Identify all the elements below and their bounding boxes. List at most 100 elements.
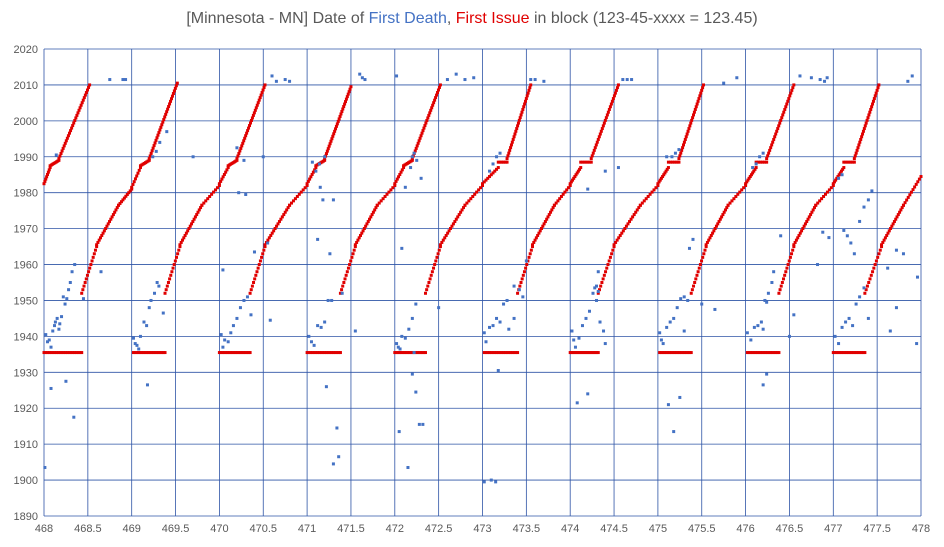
first-issue-point: [229, 351, 233, 355]
first-death-point: [491, 324, 495, 328]
first-issue-point: [241, 141, 245, 145]
first-issue-point: [512, 351, 516, 355]
first-issue-point: [919, 175, 923, 179]
first-issue-point: [125, 192, 129, 196]
first-issue-point: [881, 240, 885, 244]
chart-title-part2: in block (123-45-xxxx = 123.45): [529, 10, 758, 27]
first-issue-point: [353, 245, 357, 249]
first-issue-point: [243, 351, 247, 355]
first-issue-point: [246, 351, 250, 355]
first-issue-point: [276, 222, 280, 226]
first-issue-point: [200, 203, 204, 207]
first-issue-point: [528, 86, 532, 90]
first-death-point: [512, 316, 516, 320]
first-issue-point: [853, 351, 857, 355]
first-issue-point: [678, 351, 682, 355]
x-tick-label: 468.5: [74, 523, 102, 535]
first-issue-point: [420, 351, 424, 355]
first-issue-point: [702, 252, 706, 256]
first-issue-point: [136, 351, 140, 355]
first-issue-point: [131, 351, 135, 355]
first-death-point: [238, 306, 242, 310]
first-death-point: [575, 401, 579, 405]
first-death-point: [44, 333, 48, 337]
first-issue-point: [251, 113, 255, 117]
first-issue-point: [722, 210, 726, 214]
first-issue-point: [333, 129, 337, 133]
first-issue-point: [833, 351, 837, 355]
first-issue-point: [234, 351, 238, 355]
first-issue-point: [770, 351, 774, 355]
first-issue-point: [48, 166, 52, 170]
first-issue-point: [416, 141, 420, 145]
first-issue-point: [248, 121, 252, 125]
first-issue-point: [90, 259, 94, 263]
first-issue-point: [410, 158, 414, 162]
first-death-point: [852, 252, 856, 256]
first-death-point: [761, 151, 765, 155]
first-issue-point: [59, 151, 63, 155]
first-issue-point: [389, 188, 393, 192]
first-issue-point: [842, 160, 846, 164]
first-issue-point: [597, 135, 601, 139]
first-issue-point: [693, 107, 697, 111]
first-death-point: [323, 320, 327, 324]
first-issue-point: [844, 160, 848, 164]
first-issue-point: [138, 351, 142, 355]
first-issue-point: [330, 137, 334, 141]
first-issue-point: [377, 201, 381, 205]
first-issue-point: [202, 201, 206, 205]
first-issue-point: [305, 184, 309, 188]
x-tick-label: 474.5: [600, 523, 628, 535]
first-death-point: [231, 324, 235, 328]
first-issue-point: [286, 206, 290, 210]
first-issue-point: [745, 351, 749, 355]
first-issue-point: [308, 177, 312, 181]
first-issue-point: [46, 351, 50, 355]
first-death-point: [261, 155, 265, 159]
first-issue-point: [906, 195, 910, 199]
first-issue-point: [748, 175, 752, 179]
first-issue-point: [80, 291, 84, 295]
first-issue-point: [263, 83, 267, 87]
first-death-point: [49, 386, 53, 390]
first-issue-point: [124, 194, 128, 198]
first-death-point: [533, 78, 537, 82]
first-issue-point: [449, 227, 453, 231]
first-issue-point: [860, 351, 864, 355]
first-issue-point: [767, 351, 771, 355]
first-issue-point: [609, 102, 613, 106]
first-issue-point: [916, 180, 920, 184]
first-issue-point: [665, 167, 669, 171]
first-issue-point: [515, 127, 519, 131]
first-issue-point: [399, 170, 403, 174]
first-issue-point: [666, 160, 670, 164]
first-issue-point: [273, 227, 277, 231]
first-issue-point: [779, 284, 783, 288]
first-issue-point: [165, 110, 169, 114]
first-death-point: [328, 252, 332, 256]
first-issue-point: [662, 173, 666, 177]
first-death-point: [73, 263, 77, 267]
first-issue-point: [170, 94, 174, 98]
first-issue-point: [862, 127, 866, 131]
first-issue-point: [599, 284, 603, 288]
first-issue-point: [131, 182, 135, 186]
first-death-point: [318, 185, 322, 189]
first-issue-point: [596, 291, 600, 295]
first-issue-point: [305, 182, 309, 186]
first-issue-point: [242, 351, 246, 355]
first-issue-point: [136, 171, 140, 175]
first-death-point: [595, 298, 599, 302]
first-issue-point: [443, 236, 447, 240]
first-issue-point: [778, 288, 782, 292]
first-issue-point: [447, 229, 451, 233]
first-issue-point: [176, 252, 180, 256]
first-issue-point: [551, 206, 555, 210]
first-issue-point: [638, 203, 642, 207]
first-issue-point: [398, 351, 402, 355]
first-death-point: [49, 345, 53, 349]
first-issue-point: [683, 351, 687, 355]
first-issue-point: [508, 148, 512, 152]
first-issue-point: [259, 93, 263, 97]
